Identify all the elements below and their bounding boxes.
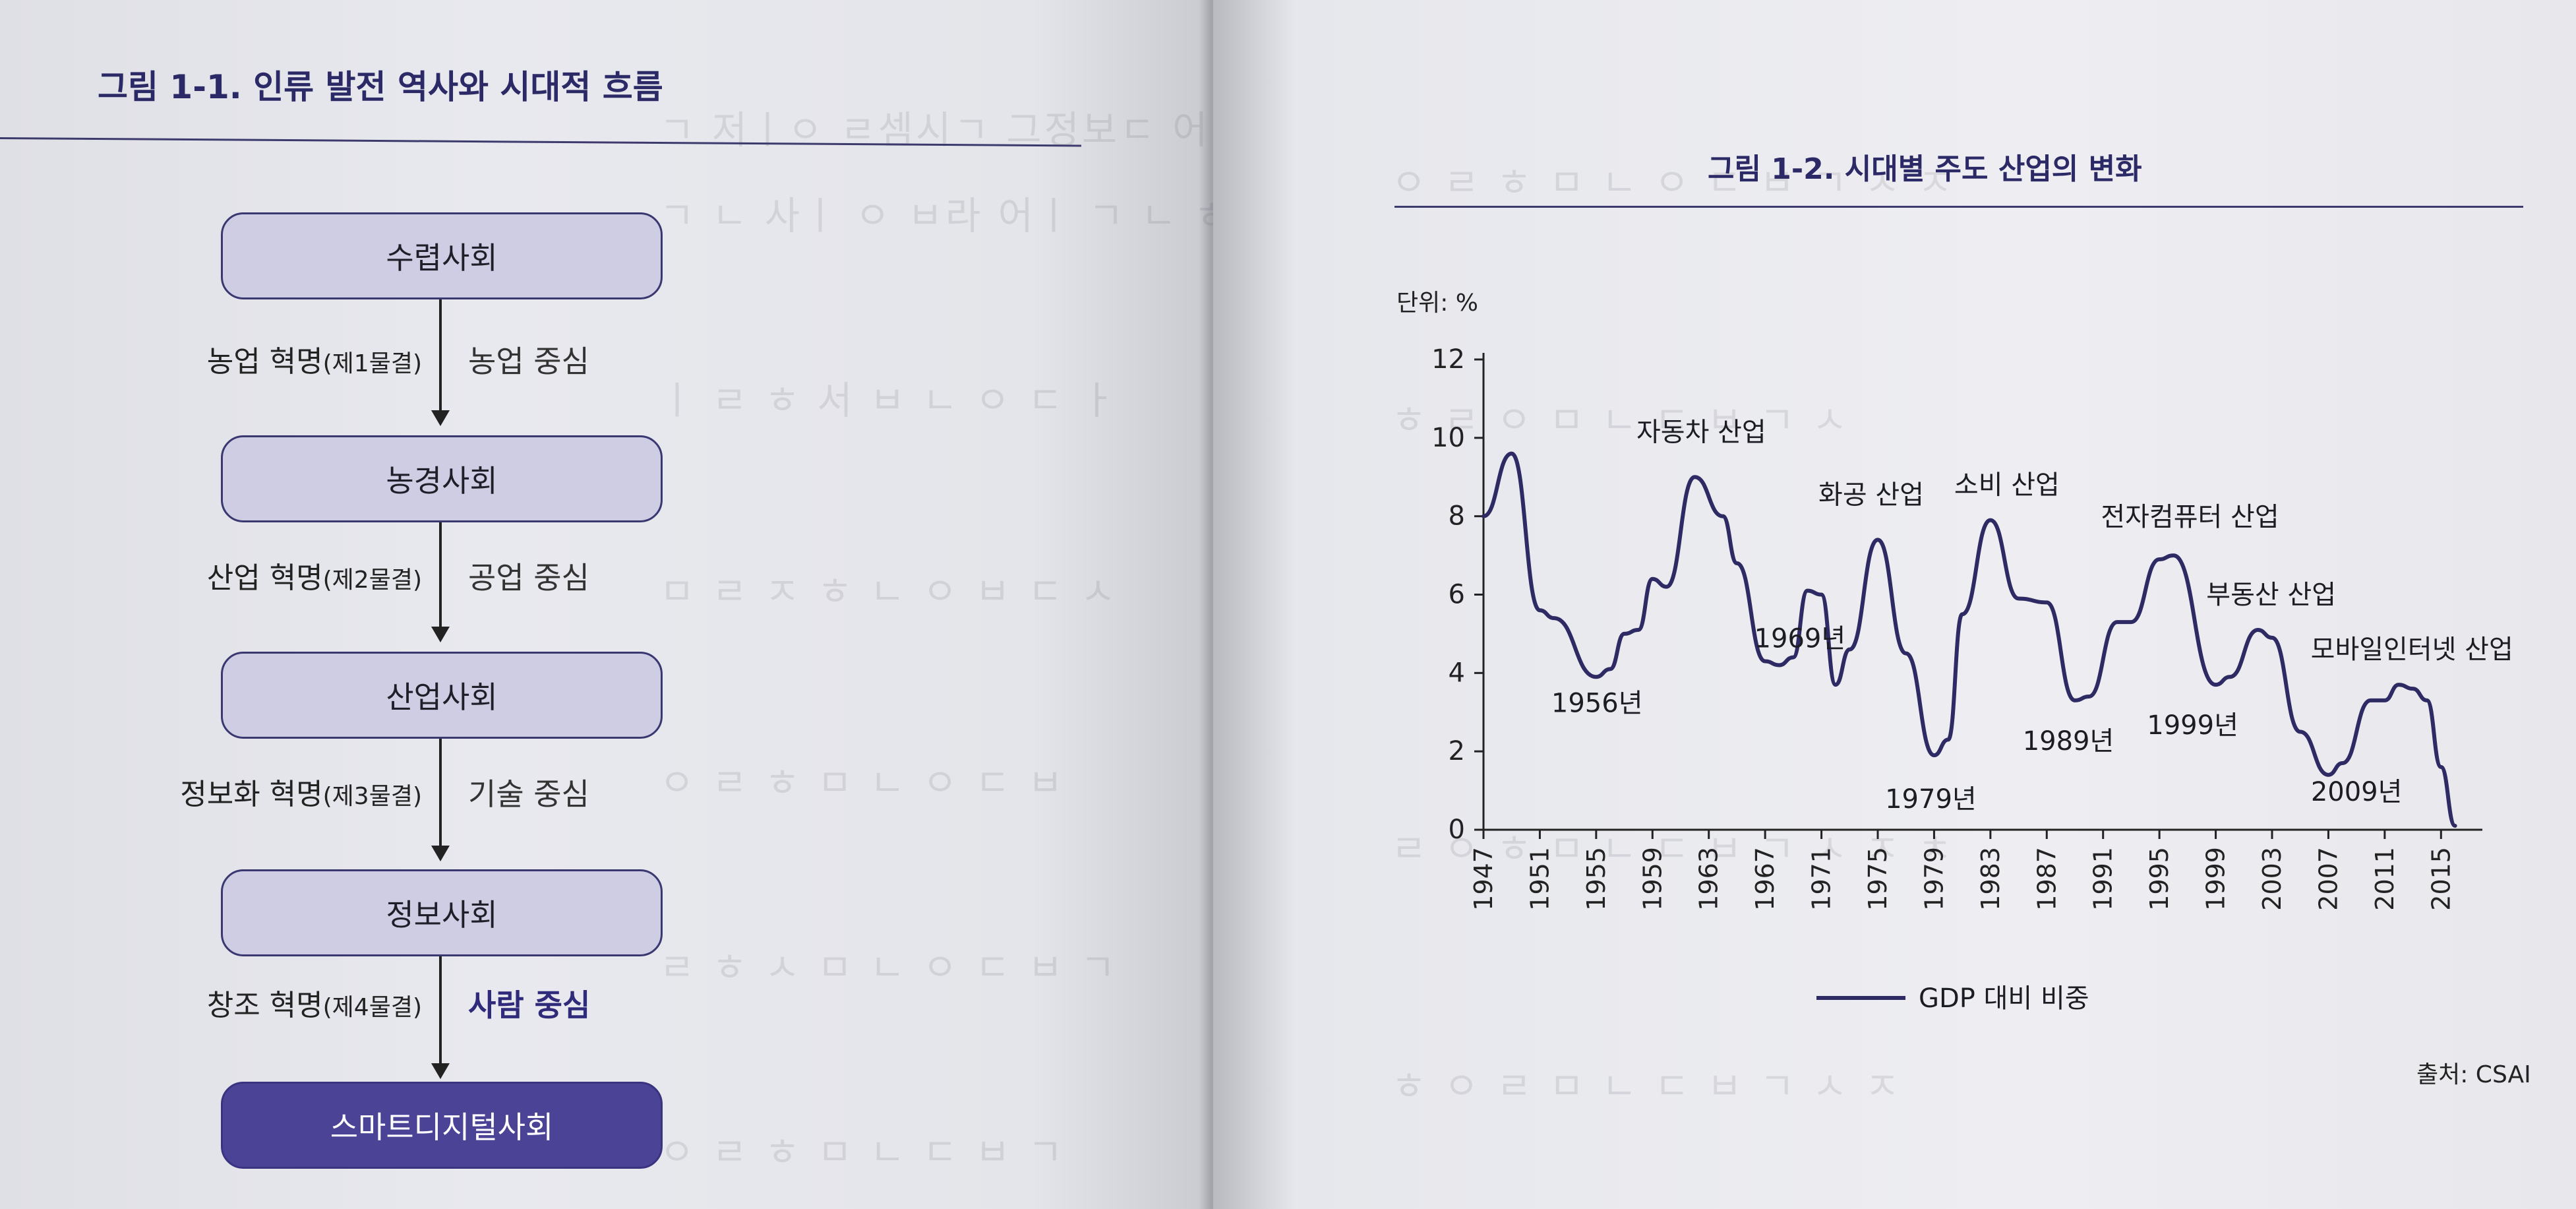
chart-axes [1482,353,2482,831]
x-tick-label: 1951 [1525,847,1554,911]
transition-1-revolution: 농업 혁명(제1물결) [206,345,422,379]
transition-3-focus: 기술 중심 [468,776,589,812]
title-rule [1394,206,2523,208]
right-page: ㅇ ㄹ ㅎ ㅁ ㄴ ㅇ ㄷ ㅂ ㄱ ㅅ ㅈ ㅎ ㄹ ㅇ ㅁ ㄴ ㄷ ㅂ ㄱ ㅅ … [1213,0,2576,1209]
transition-3-revolution: 정보화 혁명(제3물결) [180,778,422,811]
y-tick-label: 12 [1431,344,1465,375]
gdp-line-chart: 0 2 4 6 8 10 12 1947 1951 1955 1959 1963 1967 1971 197… [1431,344,2513,1014]
chart-ticks: 0 2 4 6 8 10 12 1947 1951 1955 1959 1963 1967 1971 197… [1431,344,2455,911]
flow-arrow-head [431,627,450,642]
annotation-label: 1979년 [1885,784,1977,815]
stage-hunting-society: 수렵사회 [221,212,663,299]
x-tick-label: 2015 [2426,847,2455,911]
flow-arrow-line [439,956,442,1065]
x-tick-label: 2007 [2314,847,2343,911]
y-tick-label: 10 [1431,423,1465,453]
flow-arrow-head [431,1063,450,1079]
x-tick-label: 1991 [2089,847,2118,911]
annotation-label: 화공 산업 [1818,480,1924,510]
transition-4-revolution: 창조 혁명(제4물결) [206,989,422,1022]
transition-1-focus: 농업 중심 [468,344,589,379]
left-page: ㄱ 저ㅣㅇ ㄹ셈시ㄱ 그정보ㄷ 어ㄷ ㄱ ㄴ 사ㅣ ㅇ ㅂ라 어ㅣ ㄱ ㄴ ㅎ … [0,0,1213,1209]
flow-arrow-line [439,522,442,628]
y-tick-label: 6 [1449,580,1465,610]
stage-industrial-society: 산업사회 [221,652,663,739]
x-tick-label: 1975 [1863,847,1892,911]
transition-4-focus: 사람 중심 [468,987,591,1023]
y-tick-label: 0 [1449,815,1465,845]
x-tick-label: 1999 [2202,847,2231,911]
figure-1-1-title: 그림 1-1. 인류 발전 역사와 시대적 흐름 [98,68,663,106]
annotation-label: 1969년 [1754,624,1846,654]
unit-label: 단위: % [1396,290,1479,317]
stage-information-society: 정보사회 [221,869,663,956]
y-tick-label: 2 [1449,736,1465,766]
annotation-label: 소비 산업 [1954,470,2060,501]
x-tick-label: 1947 [1469,847,1498,911]
flow-arrow-head [431,846,450,861]
x-tick-label: 1971 [1807,847,1836,911]
transition-2-focus: 공업 중심 [468,560,589,596]
flow-arrow-line [439,739,442,848]
annotation-label: 전자컴퓨터 산업 [2101,502,2279,532]
annotation-label: 모바일인터넷 산업 [2311,635,2513,665]
legend-label: GDP 대비 비중 [1919,983,2089,1014]
transition-2-revolution: 산업 혁명(제2물결) [206,561,422,595]
annotation-label: 부동산 산업 [2206,580,2336,610]
annotation-label: 1989년 [2023,726,2114,757]
annotation-label: 1956년 [1551,688,1643,718]
y-tick-label: 4 [1449,658,1465,688]
x-tick-label: 2011 [2370,847,2399,911]
x-tick-label: 1983 [1976,847,2005,911]
flow-arrow-line [439,299,442,412]
series-line-gdp-share [1482,451,2457,828]
y-tick-label: 8 [1449,501,1465,532]
x-tick-label: 1987 [2032,847,2061,911]
annotation-label: 1999년 [2147,710,2238,741]
x-tick-label: 1963 [1694,847,1723,911]
stage-agricultural-society: 농경사회 [221,435,663,522]
annotation-label: 2009년 [2311,777,2403,807]
x-tick-label: 1979 [1919,847,1948,911]
x-tick-label: 1959 [1638,847,1667,911]
source-note: 출처: CSAI [2416,1061,2531,1088]
figure-1-2-title: 그림 1-2. 시대별 주도 산업의 변화 [1708,152,2142,186]
annotation-label: 자동차 산업 [1636,417,1766,447]
x-tick-label: 1967 [1751,847,1780,911]
x-tick-label: 2003 [2258,847,2287,911]
x-tick-label: 1995 [2145,847,2174,911]
x-tick-label: 1955 [1582,847,1611,911]
chart-legend: GDP 대비 비중 [1816,983,2089,1014]
flow-arrow-head [431,410,450,426]
stage-smart-digital-society: 스마트디지털사회 [221,1082,663,1169]
